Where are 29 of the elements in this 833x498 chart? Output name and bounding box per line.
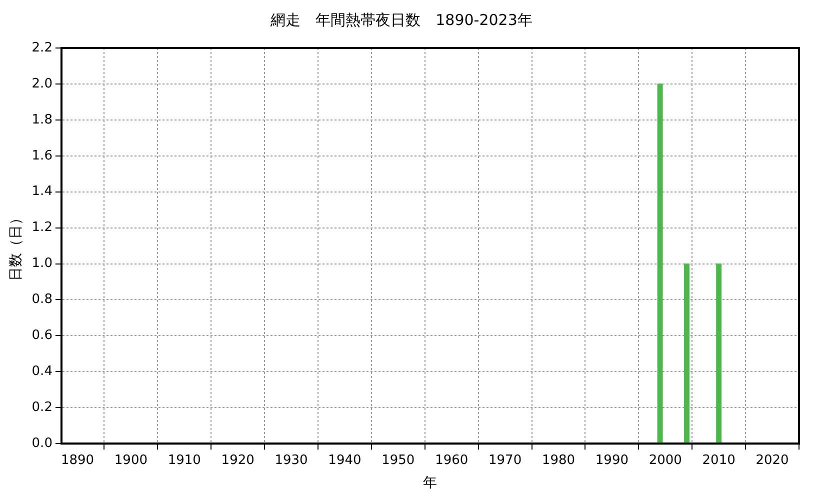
x-axis-title: 年 [423, 475, 438, 492]
y-tick-label: 2.0 [32, 76, 52, 92]
chart-title: 網走 年間熱帯夜日数 1890-2023年 [270, 10, 532, 29]
x-tick-label: 1910 [168, 452, 201, 468]
x-tick-label: 2010 [702, 452, 736, 468]
x-tick-label: 1950 [382, 452, 415, 468]
y-tick-label: 0.4 [32, 364, 52, 380]
x-tick-label: 2020 [756, 452, 789, 468]
y-tick-label: 0.8 [32, 292, 52, 308]
x-tick-label: 2000 [648, 452, 682, 468]
y-tick-label: 2.2 [32, 40, 52, 56]
y-tick-label: 1.2 [32, 220, 52, 236]
x-tick-label: 1920 [221, 452, 254, 468]
y-tick-label: 1.0 [32, 256, 52, 272]
x-tick-label: 1980 [542, 452, 576, 468]
x-tick-label: 1960 [435, 452, 468, 468]
x-tick-label: 1900 [114, 452, 148, 468]
y-tick-label: 0.6 [32, 328, 52, 344]
x-tick-label: 1930 [274, 452, 308, 468]
y-axis-title: 日数（日） [8, 210, 24, 281]
y-tick-label: 0.2 [32, 400, 52, 416]
x-tick-label: 1890 [60, 452, 94, 468]
y-tick-label: 0.0 [32, 436, 52, 451]
x-tick-label: 1940 [328, 452, 362, 468]
y-tick-label: 1.6 [32, 148, 52, 164]
y-tick-label: 1.8 [32, 112, 52, 128]
x-tick-label: 1970 [488, 452, 522, 468]
y-tick-label: 1.4 [32, 184, 52, 200]
x-tick-label: 1990 [595, 452, 628, 468]
